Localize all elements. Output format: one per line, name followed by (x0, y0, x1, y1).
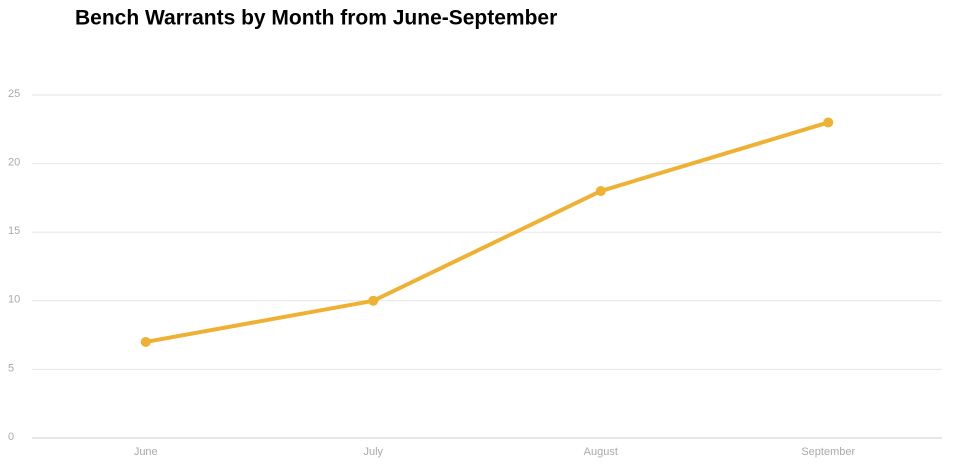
y-tick-label: 0 (8, 431, 14, 443)
x-tick-label: September (801, 446, 855, 458)
data-point (823, 117, 834, 128)
data-point (140, 336, 151, 347)
x-tick-label: July (363, 446, 383, 458)
data-point (368, 295, 379, 306)
y-tick-label: 25 (8, 88, 20, 100)
y-tick-label: 20 (8, 157, 20, 169)
y-tick-label: 5 (8, 362, 14, 374)
chart-title: Bench Warrants by Month from June-Septem… (75, 7, 557, 30)
y-tick-label: 10 (8, 294, 20, 306)
x-tick-label: August (584, 446, 618, 458)
y-tick-label: 15 (8, 225, 20, 237)
data-point (595, 186, 606, 197)
x-tick-label: June (134, 446, 158, 458)
data-line (145, 120, 829, 344)
